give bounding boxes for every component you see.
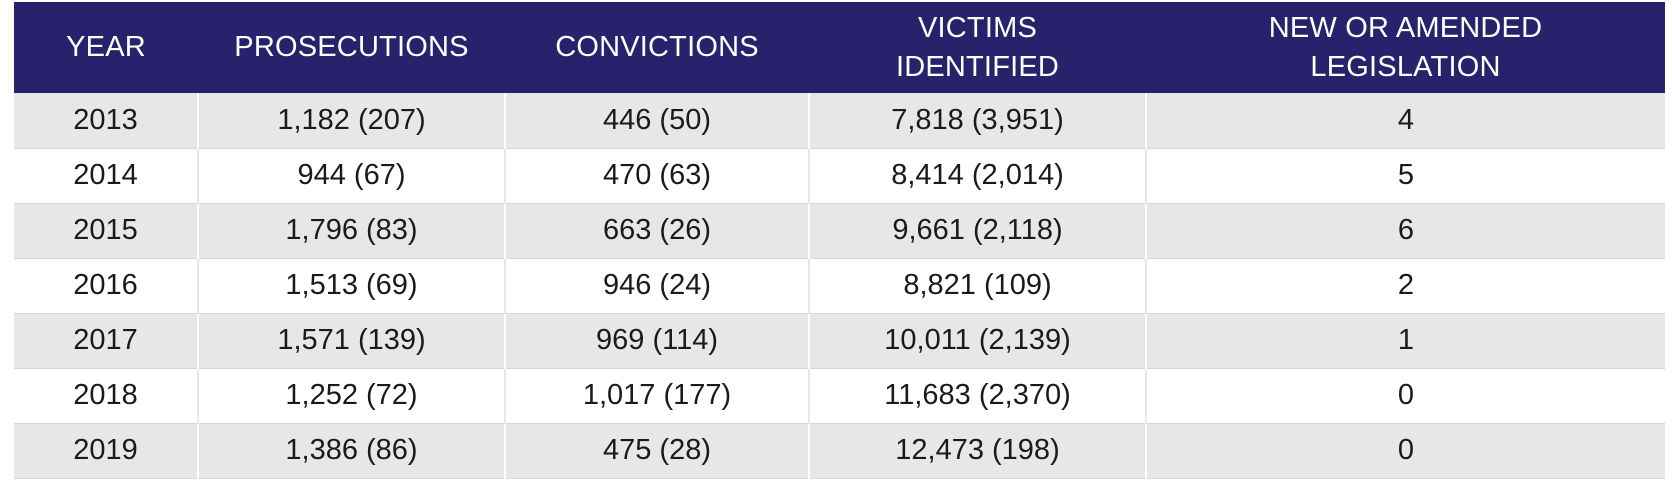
cell-prosecutions: 1,182 (207): [197, 93, 505, 149]
cell-victims-identified: 8,821 (109): [808, 258, 1146, 314]
cell-new-or-amended-legislation: 5: [1145, 148, 1665, 204]
cell-convictions: 446 (50): [504, 93, 809, 149]
cell-new-or-amended-legislation: 2: [1145, 258, 1665, 314]
header-new-or-amended-legislation: NEW OR AMENDED LEGISLATION: [1146, 2, 1665, 93]
cell-year: 2013: [14, 93, 198, 149]
data-table-container: YEAR PROSECUTIONS CONVICTIONS VICTIMS ID…: [14, 2, 1665, 479]
cell-year: 2019: [14, 423, 198, 479]
cell-convictions: 969 (114): [504, 313, 809, 369]
table-row: 2018 1,252 (72) 1,017 (177) 11,683 (2,370) 0: [14, 368, 1665, 424]
header-year: YEAR: [14, 2, 198, 93]
cell-prosecutions: 1,571 (139): [197, 313, 505, 369]
cell-convictions: 663 (26): [504, 203, 809, 259]
table-row: 2013 1,182 (207) 446 (50) 7,818 (3,951) 4: [14, 93, 1665, 149]
cell-prosecutions: 1,252 (72): [197, 368, 505, 424]
cell-new-or-amended-legislation: 4: [1145, 93, 1665, 149]
cell-year: 2018: [14, 368, 198, 424]
data-table: YEAR PROSECUTIONS CONVICTIONS VICTIMS ID…: [14, 2, 1665, 479]
cell-convictions: 946 (24): [504, 258, 809, 314]
header-legislation-label: NEW OR AMENDED LEGISLATION: [1268, 11, 1543, 83]
cell-new-or-amended-legislation: 6: [1145, 203, 1665, 259]
table-row: 2017 1,571 (139) 969 (114) 10,011 (2,139) 1: [14, 313, 1665, 369]
table-row: 2014 944 (67) 470 (63) 8,414 (2,014) 5: [14, 148, 1665, 204]
table-body: 2013 1,182 (207) 446 (50) 7,818 (3,951) 4 201…: [14, 93, 1665, 479]
cell-prosecutions: 1,796 (83): [197, 203, 505, 259]
cell-prosecutions: 944 (67): [197, 148, 505, 204]
cell-year: 2016: [14, 258, 198, 314]
cell-victims-identified: 10,011 (2,139): [808, 313, 1146, 369]
table-row: 2015 1,796 (83) 663 (26) 9,661 (2,118) 6: [14, 203, 1665, 259]
cell-new-or-amended-legislation: 0: [1145, 423, 1665, 479]
table-row: 2019 1,386 (86) 475 (28) 12,473 (198) 0: [14, 423, 1665, 479]
cell-year: 2014: [14, 148, 198, 204]
cell-victims-identified: 8,414 (2,014): [808, 148, 1146, 204]
cell-victims-identified: 12,473 (198): [808, 423, 1146, 479]
cell-convictions: 1,017 (177): [504, 368, 809, 424]
cell-convictions: 470 (63): [504, 148, 809, 204]
header-victims-identified-label: VICTIMS IDENTIFIED: [895, 11, 1060, 83]
cell-convictions: 475 (28): [504, 423, 809, 479]
table-header: YEAR PROSECUTIONS CONVICTIONS VICTIMS ID…: [14, 2, 1665, 93]
header-victims-identified: VICTIMS IDENTIFIED: [809, 2, 1146, 93]
table-row: 2016 1,513 (69) 946 (24) 8,821 (109) 2: [14, 258, 1665, 314]
cell-new-or-amended-legislation: 1: [1145, 313, 1665, 369]
cell-victims-identified: 9,661 (2,118): [808, 203, 1146, 259]
cell-prosecutions: 1,386 (86): [197, 423, 505, 479]
header-prosecutions: PROSECUTIONS: [198, 2, 505, 93]
cell-new-or-amended-legislation: 0: [1145, 368, 1665, 424]
cell-victims-identified: 11,683 (2,370): [808, 368, 1146, 424]
header-convictions: CONVICTIONS: [505, 2, 809, 93]
cell-year: 2015: [14, 203, 198, 259]
cell-prosecutions: 1,513 (69): [197, 258, 505, 314]
cell-year: 2017: [14, 313, 198, 369]
header-row: YEAR PROSECUTIONS CONVICTIONS VICTIMS ID…: [14, 2, 1665, 93]
cell-victims-identified: 7,818 (3,951): [808, 93, 1146, 149]
